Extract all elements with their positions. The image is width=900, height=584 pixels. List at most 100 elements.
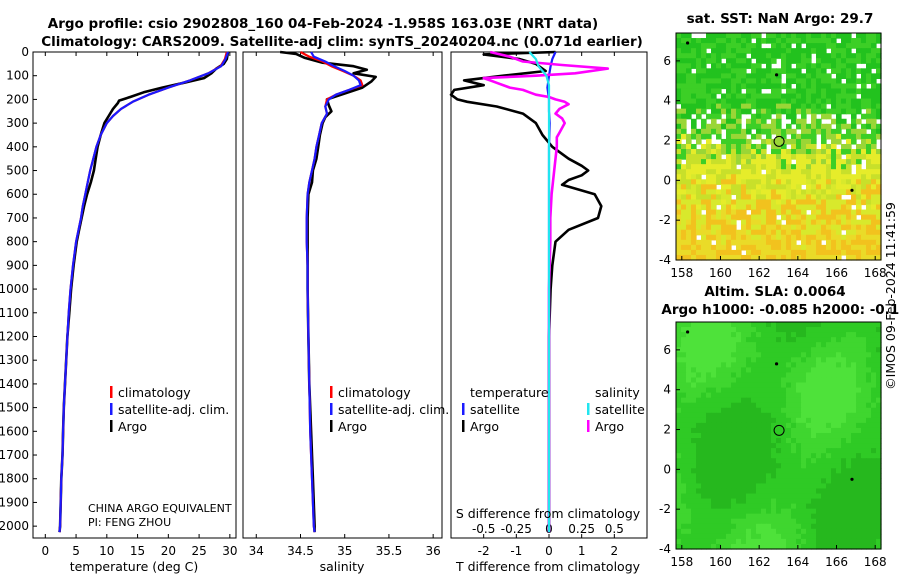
- map-cell: [736, 234, 742, 241]
- map-cell: [686, 397, 692, 404]
- map-cell: [741, 239, 747, 246]
- map-cell: [696, 387, 702, 394]
- map-cell: [796, 53, 802, 59]
- map-cell: [816, 417, 822, 424]
- map-cell: [851, 443, 857, 449]
- map-cell: [761, 199, 767, 206]
- y-tick-label: 800: [6, 235, 29, 249]
- map-cell: [771, 448, 777, 454]
- map-cell: [856, 118, 862, 125]
- map-cell: [766, 244, 772, 251]
- map-cell: [816, 43, 822, 49]
- map-cell: [766, 199, 772, 206]
- map-cell: [706, 407, 712, 414]
- map-x-tick-label: 162: [748, 266, 771, 280]
- map-cell: [796, 332, 802, 338]
- map-cell: [676, 322, 682, 328]
- map-cell: [846, 327, 852, 333]
- map-cell: [861, 453, 867, 459]
- map-cell: [801, 422, 807, 429]
- map-cell: [786, 113, 792, 120]
- map-cell: [866, 438, 872, 444]
- map-cell: [686, 352, 692, 358]
- map-cell: [751, 143, 757, 150]
- map-cell: [761, 412, 767, 419]
- map-cell: [876, 448, 882, 454]
- map-cell: [676, 432, 682, 439]
- map-cell: [701, 88, 707, 95]
- map-cell: [681, 199, 687, 206]
- map-cell: [716, 508, 722, 515]
- map-cell: [761, 209, 767, 216]
- map-cell: [701, 93, 707, 100]
- map-cell: [821, 48, 827, 54]
- map-cell: [686, 63, 692, 69]
- map-cell: [756, 422, 762, 429]
- map-cell: [731, 43, 737, 49]
- map-cell: [876, 367, 882, 374]
- sst-map-frame: [675, 32, 882, 261]
- map-cell: [756, 93, 762, 100]
- map-cell: [781, 362, 787, 368]
- map-cell: [751, 332, 757, 338]
- map-cell: [706, 224, 712, 231]
- map-cell: [696, 432, 702, 439]
- map-cell: [696, 38, 702, 44]
- map-cell: [836, 362, 842, 368]
- map-cell: [806, 523, 812, 530]
- map-cell: [701, 103, 707, 110]
- map-x-tick-label: 168: [864, 555, 887, 569]
- map-cell: [876, 53, 882, 59]
- map-y-tick-label: 6: [663, 54, 671, 68]
- map-cell: [836, 372, 842, 379]
- map-cell: [731, 159, 737, 165]
- map-cell: [766, 417, 772, 424]
- map-cell: [801, 63, 807, 69]
- map-cell: [871, 128, 877, 135]
- map-cell: [796, 83, 802, 90]
- map-cell: [781, 244, 787, 251]
- map-cell: [826, 128, 832, 135]
- map-cell: [871, 362, 877, 368]
- map-cell: [816, 392, 822, 399]
- map-cell: [771, 43, 777, 49]
- map-cell: [681, 53, 687, 59]
- map-cell: [696, 483, 702, 490]
- map-cell: [741, 78, 747, 85]
- map-cell: [681, 377, 687, 384]
- map-cell: [816, 244, 822, 251]
- map-cell: [866, 189, 872, 196]
- map-cell: [711, 123, 717, 130]
- map-cell: [691, 483, 697, 490]
- map-cell: [746, 372, 752, 379]
- map-cell: [741, 503, 747, 510]
- map-cell: [686, 443, 692, 449]
- map-cell: [681, 48, 687, 54]
- map-cell: [786, 58, 792, 64]
- map-cell: [791, 128, 797, 135]
- map-cell: [876, 372, 882, 379]
- map-cell: [831, 234, 837, 241]
- map-cell: [761, 123, 767, 130]
- map-cell: [681, 254, 687, 261]
- map-cell: [866, 179, 872, 185]
- map-cell: [696, 503, 702, 510]
- map-cell: [791, 377, 797, 384]
- map-cell: [686, 427, 692, 434]
- map-cell: [876, 488, 882, 495]
- map-cell: [731, 108, 737, 115]
- map-cell: [756, 239, 762, 246]
- map-cell: [791, 543, 797, 550]
- map-cell: [716, 332, 722, 338]
- map-cell: [856, 352, 862, 358]
- map-cell: [676, 138, 682, 145]
- map-cell: [796, 244, 802, 251]
- map-cell: [791, 478, 797, 485]
- island-dot: [774, 73, 779, 77]
- map-cell: [841, 422, 847, 429]
- map-cell: [851, 327, 857, 333]
- map-cell: [696, 488, 702, 495]
- map-cell: [686, 38, 692, 44]
- sst-argo-position-marker: [773, 135, 785, 147]
- map-cell: [766, 214, 772, 221]
